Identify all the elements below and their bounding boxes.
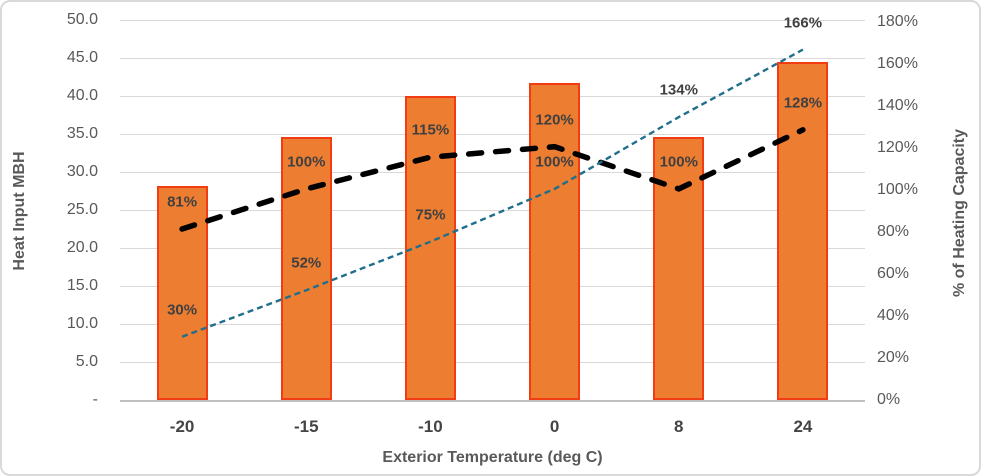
right-axis-tick: 0% <box>877 391 901 408</box>
capacity-percent-blue-dotted-label: 134% <box>659 81 698 99</box>
left-axis-tick: 15.0 <box>66 277 98 294</box>
capacity-percent-blue-dotted-label: 100% <box>535 153 574 171</box>
plot-area: 81% 100% 115% 120% 100% 128% 30% 52% 75% 100% 134%… <box>120 14 865 402</box>
left-axis-tick: 35.0 <box>66 125 98 142</box>
left-axis-tick: 45.0 <box>66 49 98 66</box>
right-axis-tick: 60% <box>877 265 910 282</box>
right-axis-tick: 80% <box>877 223 910 240</box>
capacity-percent-black-dashed-label: 115% <box>411 121 450 139</box>
right-axis-tick: 180% <box>877 13 918 30</box>
bar--15[interactable] <box>280 137 332 400</box>
right-axis-tick: 160% <box>877 55 918 72</box>
left-axis-tick: 20.0 <box>66 239 98 256</box>
left-axis-tick: 5.0 <box>75 353 98 370</box>
capacity-percent-black-dashed-label: 128% <box>783 94 823 112</box>
x-axis-tick: 8 <box>674 417 684 436</box>
right-axis-tick: 140% <box>877 97 918 114</box>
x-axis-title: Exterior Temperature (deg C) <box>382 449 603 466</box>
bar-0[interactable] <box>529 83 581 400</box>
capacity-percent-blue-dotted-label: 52% <box>291 254 322 272</box>
capacity-percent-blue-dotted-label: 30% <box>167 301 198 319</box>
capacity-percent-black-dashed-label: 120% <box>535 111 574 129</box>
x-axis-tick: -10 <box>418 417 443 436</box>
bar-24[interactable] <box>777 61 829 400</box>
left-axis-title: Heat Input MBH <box>11 151 28 271</box>
left-axis-tick: 40.0 <box>66 87 98 104</box>
x-axis-tick: -20 <box>169 417 195 436</box>
right-axis-tick: 120% <box>877 139 918 156</box>
left-axis-tick: 30.0 <box>66 163 98 180</box>
x-axis-tick: -15 <box>293 417 319 436</box>
right-axis-tick: 100% <box>877 181 918 198</box>
left-axis-tick: - <box>92 391 98 408</box>
capacity-percent-black-dashed-label: 100% <box>287 153 326 171</box>
bar--10[interactable] <box>404 96 456 400</box>
capacity-percent-blue-dotted-label: 75% <box>415 206 446 224</box>
left-axis-tick: 25.0 <box>66 201 98 218</box>
right-axis-tick: 20% <box>877 349 910 366</box>
line-series-layer <box>179 48 806 338</box>
capacity-percent-black-dashed-label: 100% <box>659 153 698 171</box>
right-axis-tick: 40% <box>877 307 910 324</box>
right-axis-title: % of Heating Capacity <box>951 128 968 298</box>
capacity-percent-blue-dotted-line[interactable] <box>181 48 804 338</box>
left-axis-tick: 10.0 <box>66 315 98 332</box>
capacity-percent-black-dashed-line[interactable] <box>179 127 806 232</box>
x-axis-tick: 0 <box>549 417 560 436</box>
bar--20[interactable] <box>156 185 208 400</box>
left-axis-tick: 50.0 <box>66 11 98 28</box>
capacity-percent-black-dashed-label: 81% <box>167 193 198 211</box>
capacity-percent-blue-dotted-label: 166% <box>783 14 823 32</box>
x-axis-tick: 24 <box>793 417 813 436</box>
